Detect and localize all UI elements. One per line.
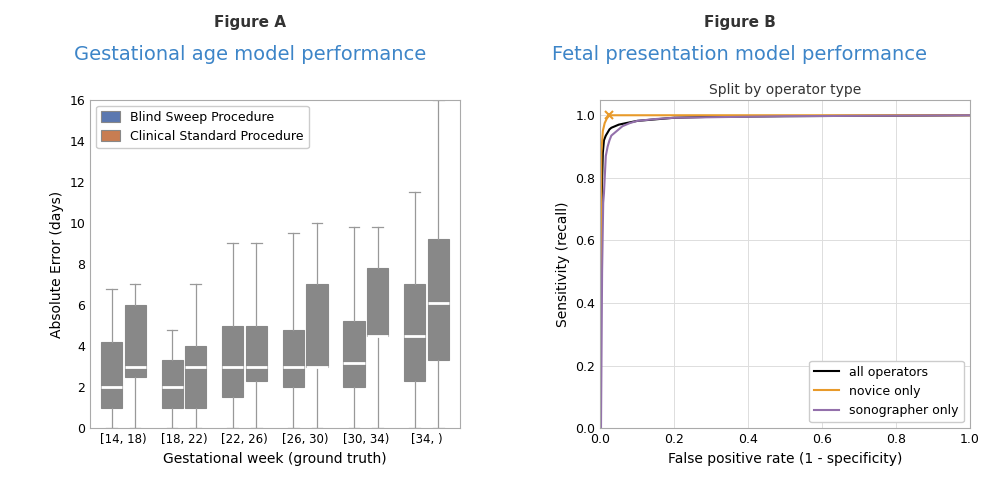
sonographer only — [609, 129, 621, 135]
all operators — [964, 112, 976, 118]
Text: Figure B: Figure B — [704, 15, 776, 30]
all operators — [668, 115, 680, 121]
PathPatch shape — [367, 268, 388, 336]
PathPatch shape — [125, 305, 146, 377]
sonographer only — [600, 153, 612, 159]
sonographer only — [596, 269, 608, 275]
PathPatch shape — [404, 284, 425, 381]
sonographer only — [779, 113, 791, 119]
novice only — [597, 128, 609, 134]
Legend: Blind Sweep Procedure, Clinical Standard Procedure: Blind Sweep Procedure, Clinical Standard… — [96, 106, 308, 148]
sonographer only — [597, 200, 609, 206]
novice only — [779, 112, 791, 118]
Line: novice only: novice only — [600, 115, 970, 428]
novice only — [605, 112, 617, 118]
X-axis label: Gestational week (ground truth): Gestational week (ground truth) — [163, 452, 387, 466]
all operators — [613, 122, 625, 127]
sonographer only — [616, 123, 628, 129]
all operators — [598, 137, 610, 143]
sonographer only — [650, 116, 662, 122]
all operators — [631, 118, 643, 124]
sonographer only — [605, 132, 617, 138]
all operators — [620, 120, 632, 126]
sonographer only — [631, 118, 643, 124]
PathPatch shape — [101, 342, 122, 408]
Legend: all operators, novice only, sonographer only: all operators, novice only, sonographer … — [809, 361, 964, 422]
novice only — [964, 112, 976, 118]
PathPatch shape — [185, 346, 206, 408]
Title: Split by operator type: Split by operator type — [709, 83, 861, 97]
novice only — [601, 116, 613, 122]
novice only — [594, 425, 606, 431]
novice only — [631, 112, 643, 118]
all operators — [650, 117, 662, 123]
Line: all operators: all operators — [600, 115, 970, 428]
all operators — [705, 114, 717, 120]
PathPatch shape — [428, 240, 449, 361]
novice only — [599, 120, 611, 126]
sonographer only — [613, 126, 625, 132]
sonographer only — [668, 115, 680, 121]
sonographer only — [964, 112, 976, 118]
novice only — [595, 150, 607, 156]
all operators — [779, 113, 791, 119]
all operators — [909, 113, 921, 119]
Text: Figure A: Figure A — [214, 15, 286, 30]
all operators — [594, 425, 606, 431]
sonographer only — [602, 143, 614, 149]
Line: sonographer only: sonographer only — [600, 115, 970, 428]
Text: Gestational age model performance: Gestational age model performance — [74, 45, 426, 64]
all operators — [600, 132, 612, 138]
sonographer only — [624, 120, 636, 126]
sonographer only — [909, 113, 921, 119]
all operators — [597, 150, 609, 156]
all operators — [595, 206, 607, 212]
PathPatch shape — [306, 284, 328, 367]
all operators — [609, 123, 621, 129]
PathPatch shape — [162, 361, 183, 408]
X-axis label: False positive rate (1 - specificity): False positive rate (1 - specificity) — [668, 452, 902, 466]
PathPatch shape — [343, 322, 365, 387]
novice only — [613, 112, 625, 118]
PathPatch shape — [246, 326, 267, 381]
all operators — [603, 126, 615, 132]
sonographer only — [595, 425, 607, 431]
sonographer only — [598, 191, 610, 197]
all operators — [602, 129, 614, 135]
novice only — [909, 112, 921, 118]
all operators — [605, 125, 617, 131]
novice only — [603, 112, 615, 118]
Y-axis label: Absolute Error (days): Absolute Error (days) — [50, 190, 64, 338]
PathPatch shape — [222, 326, 243, 397]
sonographer only — [594, 425, 606, 431]
Y-axis label: Sensitivity (recall): Sensitivity (recall) — [556, 201, 570, 327]
PathPatch shape — [283, 330, 304, 387]
Text: Fetal presentation model performance: Fetal presentation model performance — [552, 45, 928, 64]
sonographer only — [603, 137, 615, 143]
